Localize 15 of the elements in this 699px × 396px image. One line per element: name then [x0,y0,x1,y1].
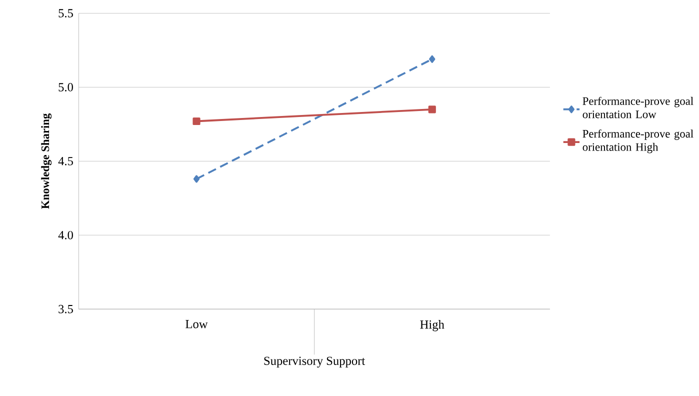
x-tick-label: High [420,320,444,332]
y-axis-title: Knowledge Sharing [41,113,52,209]
point [193,174,200,183]
y-tick-label: 5.5 [58,8,73,18]
y-tick-label: 4.5 [58,156,73,166]
legend-label: Performance-prove goal orientation High [582,129,694,154]
point [428,105,436,114]
x-axis-title: Supervisory Support [264,356,366,368]
y-tick-label: 5.0 [58,82,73,92]
y-tick-label: 4.0 [58,230,73,240]
x-tick-label: Low [186,320,208,328]
point [429,55,436,63]
y-tick-label: 3.5 [58,304,73,314]
legend-label: Performance-prove goal orientation Low [582,96,694,118]
point [192,117,200,125]
